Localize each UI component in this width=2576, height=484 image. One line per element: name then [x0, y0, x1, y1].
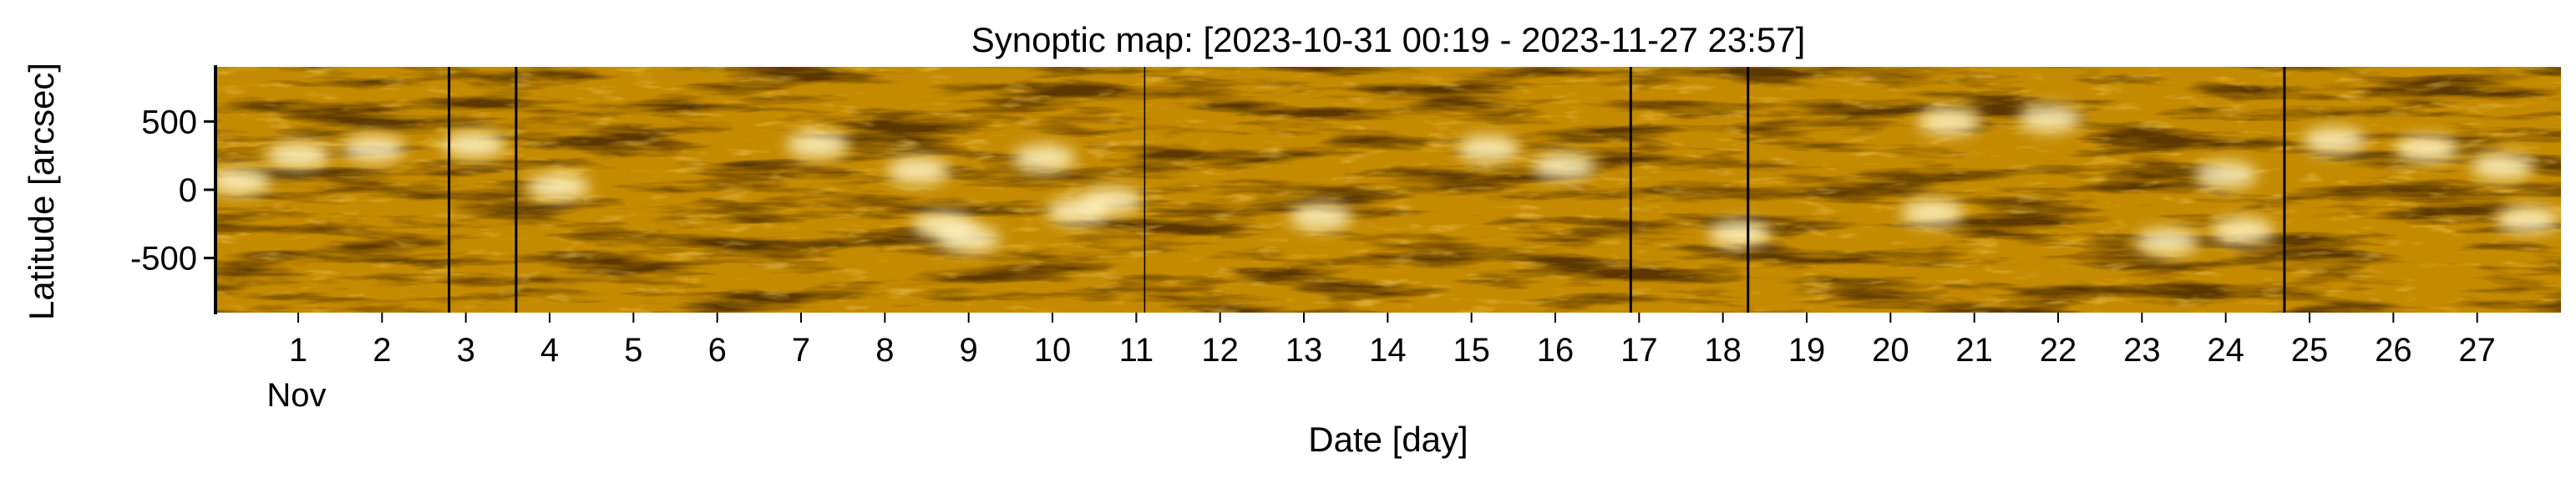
x-tick-label: 9 [960, 332, 978, 369]
x-tick-label: 26 [2375, 332, 2412, 369]
x-tick-label: 4 [540, 332, 559, 369]
x-tick-label: 27 [2458, 332, 2496, 369]
synoptic-heatmap [216, 67, 2561, 313]
x-tick-label: 20 [1872, 332, 1909, 369]
x-tick-label: 1 [289, 332, 307, 369]
bright-region [2303, 127, 2367, 155]
y-tick-label: -500 [130, 241, 197, 278]
bright-region [2395, 135, 2459, 162]
x-tick-label: 25 [2291, 332, 2329, 369]
x-tick-label: 7 [792, 332, 810, 369]
bright-region [886, 157, 951, 185]
data-gaps [448, 67, 2286, 313]
bright-region [2470, 153, 2534, 181]
x-tick-label: 24 [2207, 332, 2244, 369]
x-tick-label: 21 [1955, 332, 1993, 369]
bright-region [1707, 220, 1772, 247]
x-tick-label: 17 [1620, 332, 1658, 369]
bright-region [2135, 228, 2199, 256]
bright-region [216, 168, 271, 196]
bright-region [526, 173, 591, 201]
x-tick-label: 18 [1704, 332, 1742, 369]
x-tick-label: 2 [373, 332, 391, 369]
x-tick-label: 14 [1369, 332, 1407, 369]
x-tick-label: 12 [1201, 332, 1239, 369]
x-tick-label: 23 [2123, 332, 2161, 369]
y-axis: 500 0 -500 [130, 104, 216, 278]
bright-region [2210, 217, 2274, 244]
bright-region [1289, 203, 1353, 231]
x-tick-label: 8 [875, 332, 894, 369]
bright-region [1917, 108, 1981, 135]
y-tick-label: 500 [141, 104, 197, 140]
bright-region [2017, 105, 2082, 133]
x-tick-label: 13 [1285, 332, 1323, 369]
x-tick-label: 3 [457, 332, 475, 369]
bright-region [1079, 187, 1143, 215]
bright-region [1012, 145, 1076, 172]
x-tick-label: 15 [1453, 332, 1490, 369]
bright-region [2495, 206, 2559, 233]
bright-region [2193, 161, 2258, 189]
bright-region [266, 142, 331, 170]
x-tick-label: 16 [1537, 332, 1575, 369]
bright-region [786, 131, 850, 159]
bright-region [1532, 153, 1596, 181]
x-tick-label: 10 [1034, 332, 1072, 369]
bright-region [342, 135, 406, 162]
bright-regions [216, 105, 2559, 256]
x-tick-label: 5 [624, 332, 642, 369]
bright-region [1900, 199, 1965, 227]
x-tick-label: 11 [1119, 332, 1154, 369]
x-tick-label: 22 [2040, 332, 2077, 369]
bright-region [442, 131, 506, 159]
x-tick-label: 19 [1788, 332, 1826, 369]
bright-region [936, 225, 1001, 252]
x-tick-label: 6 [708, 332, 727, 369]
x-axis-label: Date [day] [1308, 420, 1468, 459]
x-axis: 1 2 3 4 5 6 7 8 9 10 11 12 13 14 15 16 17 18 19 20 21 22 23 24 2… [289, 313, 2496, 369]
y-tick-label: 0 [179, 172, 197, 209]
x-axis-month-label: Nov [266, 377, 326, 414]
y-axis-label: Latitude [arcsec] [22, 63, 61, 320]
bright-region [1456, 135, 1520, 162]
heatmap-bright-texture [216, 67, 2561, 313]
chart-title: Synoptic map: [2023-10-31 00:19 - 2023-1… [971, 20, 1806, 59]
